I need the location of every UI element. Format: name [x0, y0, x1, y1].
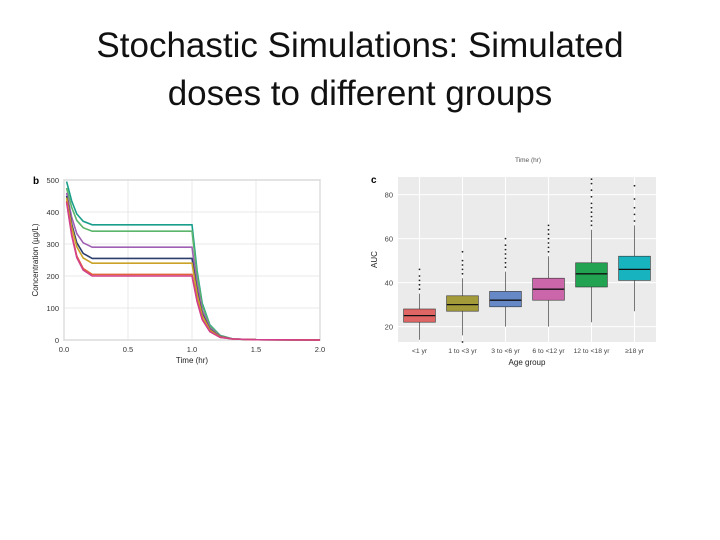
y-axis-label-b: Concentration (µg/L) [31, 223, 40, 296]
box [446, 295, 479, 312]
outlier-point [504, 257, 507, 260]
outlier-point [504, 261, 507, 264]
outlier-point [547, 237, 550, 240]
outlier-point [590, 215, 593, 218]
outlier-point [547, 233, 550, 236]
x-tick-label-b: 2.0 [315, 345, 325, 354]
top-cropped-axis-label: Time (hr) [515, 157, 541, 164]
x-tick-label-b: 1.0 [187, 345, 197, 354]
outlier-point [590, 211, 593, 214]
outlier-point [461, 272, 464, 275]
outlier-point [461, 250, 464, 253]
y-tick-label-b: 400 [46, 208, 59, 217]
outlier-point [418, 268, 421, 271]
slide-title: Stochastic Simulations: Simulated doses … [40, 22, 680, 118]
outlier-point [590, 220, 593, 222]
outlier-point [418, 275, 421, 277]
auc-by-age-chart: Time (hr) 20 40 60 80 <1 yr 1 to <3 yr 3 to <6 … [368, 155, 668, 377]
panel-letter-b: b [33, 176, 39, 187]
concentration-time-chart: 0 100 200 300 400 500 0.0 0.5 1.0 1.5 2.0 Time (hr)… [30, 170, 330, 370]
y-axis-label-c: AUC [370, 251, 379, 268]
series-line [65, 202, 321, 341]
outlier-point [461, 268, 464, 271]
y-tick-label-b: 500 [46, 176, 59, 185]
y-tick-label-b: 0 [55, 336, 59, 345]
slide-title-line-2: doses to different groups [167, 74, 553, 113]
y-tick-label-b: 200 [46, 272, 59, 281]
x-tick-label-b: 1.5 [251, 345, 261, 354]
outlier-point [504, 253, 507, 255]
outlier-point [461, 341, 464, 343]
outlier-point [418, 279, 421, 282]
plot-area-c [398, 177, 656, 342]
y-tick-label-c: 20 [385, 323, 393, 332]
outlier-point [547, 224, 550, 227]
x-tick-label-c: 1 to <3 yr [448, 348, 477, 355]
outlier-point [590, 178, 593, 181]
x-tick-label-c: 12 to <18 yr [573, 348, 610, 355]
concentration-time-svg: 0 100 200 300 400 500 0.0 0.5 1.0 1.5 2.0 Time (hr)… [31, 176, 325, 365]
outlier-point [547, 242, 550, 244]
slide-title-line-1: Stochastic Simulations: Simulated [96, 26, 624, 65]
outlier-point [590, 202, 593, 205]
outlier-point [590, 189, 593, 192]
outlier-point [547, 228, 550, 231]
outlier-point [547, 250, 550, 253]
outlier-point [504, 248, 507, 251]
outlier-point [633, 220, 636, 222]
y-tick-label-b: 300 [46, 240, 59, 249]
outlier-point [633, 198, 636, 200]
y-tick-label-b: 100 [46, 304, 59, 313]
x-tick-label-c: 6 to <12 yr [532, 348, 565, 355]
outlier-point [418, 283, 421, 286]
x-tick-label-c: 3 to <6 yr [491, 348, 520, 355]
outlier-point [504, 237, 507, 240]
outlier-point [590, 206, 593, 209]
x-tick-label-c: ≥18 yr [625, 348, 645, 355]
outlier-point [504, 244, 507, 247]
outlier-point [633, 213, 636, 216]
x-axis-label-b: Time (hr) [176, 356, 208, 365]
x-tick-label-b: 0.5 [123, 345, 133, 354]
outlier-point [633, 184, 636, 187]
panel-letter-c: c [371, 175, 377, 186]
box [618, 255, 651, 281]
y-tick-label-c: 60 [385, 235, 393, 244]
x-axis-label-c: Age group [509, 358, 546, 367]
y-tick-label-c: 40 [385, 279, 393, 288]
outlier-point [461, 259, 464, 262]
outlier-point [504, 266, 507, 269]
outlier-point [590, 182, 593, 185]
auc-by-age-svg: Time (hr) 20 40 60 80 <1 yr 1 to <3 yr 3 to <6 … [370, 157, 656, 367]
outlier-point [590, 224, 593, 227]
outlier-point [633, 206, 636, 209]
x-tick-label-b: 0.0 [59, 345, 69, 354]
outlier-point [590, 195, 593, 198]
outlier-point [547, 246, 550, 249]
x-tick-label-c: <1 yr [412, 348, 428, 355]
outlier-point [418, 288, 421, 291]
box [575, 262, 608, 288]
outlier-point [461, 264, 464, 266]
box [489, 291, 522, 308]
y-tick-label-c: 80 [385, 191, 393, 200]
